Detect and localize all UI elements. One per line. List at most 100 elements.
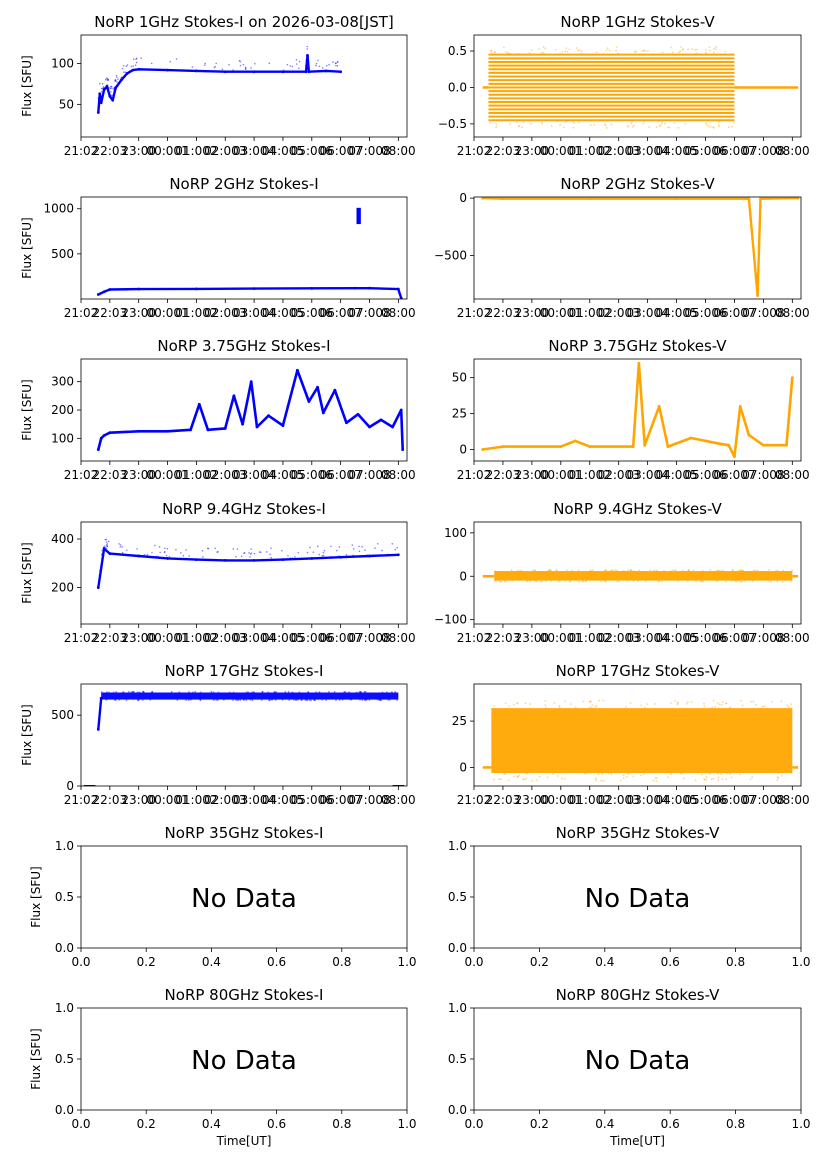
data-point (615, 49, 617, 52)
data-point (646, 50, 649, 53)
data-point (141, 699, 144, 701)
data-point (253, 552, 256, 555)
data-point (185, 557, 187, 560)
data-point (136, 691, 139, 694)
axes-frame (473, 845, 802, 949)
y-tick-label: 100 (444, 526, 467, 540)
data-point (99, 101, 103, 105)
y-tick-label: 0 (459, 191, 467, 205)
data-point (677, 126, 680, 129)
x-tick-label: 07:008 (348, 631, 390, 645)
data-point (298, 691, 301, 694)
data-point (261, 690, 264, 693)
data-point (150, 62, 153, 65)
data-point (104, 546, 106, 549)
data-point (531, 779, 534, 782)
data-point (733, 579, 735, 582)
x-tick-label: 23:00 (515, 306, 550, 320)
data-point (96, 111, 100, 114)
data-point (682, 777, 685, 780)
data-point (102, 86, 105, 88)
panel-title: NoRP 9.4GHz Stokes-V (553, 500, 722, 518)
data-point (761, 705, 764, 708)
data-point (667, 776, 670, 779)
x-tick-label: 1.0 (397, 955, 416, 969)
data-point (595, 779, 597, 781)
data-point (666, 445, 670, 449)
axes-frame (80, 196, 408, 300)
data-point (695, 580, 697, 583)
data-point (313, 698, 316, 701)
data-point (308, 699, 311, 702)
data-point (191, 558, 194, 560)
data-point (105, 698, 108, 701)
data-point (589, 124, 592, 126)
data-point (608, 49, 611, 52)
data-point (297, 551, 300, 554)
data-point (100, 87, 103, 90)
data-point (182, 554, 185, 557)
x-tick-label: 21:02 (457, 306, 492, 320)
data-point (127, 690, 130, 693)
data-series-line (482, 197, 799, 297)
data-point (270, 698, 273, 701)
data-point (616, 569, 618, 572)
data-point (492, 704, 495, 707)
data-point (267, 691, 270, 694)
data-point (564, 579, 567, 582)
x-tick-label: 05:006 (684, 144, 726, 158)
data-point (694, 779, 697, 782)
data-point (396, 699, 398, 701)
data-point (754, 276, 758, 280)
data-point (364, 699, 367, 701)
data-point (717, 772, 720, 775)
data-point (151, 691, 154, 694)
data-point (110, 87, 112, 90)
data-point (204, 64, 206, 66)
x-tick-label: 0.4 (595, 955, 614, 969)
data-point (739, 773, 741, 776)
no-data-label: No Data (191, 884, 297, 914)
data-point (305, 66, 308, 68)
data-point (780, 774, 783, 777)
data-point (97, 97, 100, 100)
data-point (248, 552, 250, 554)
data-point (123, 75, 125, 78)
x-tick-label: 08:00 (775, 306, 810, 320)
y-axis-label: Flux [SFU] (20, 217, 34, 278)
data-point (513, 775, 516, 778)
y-axis-label: Flux [SFU] (29, 1028, 43, 1089)
data-point (565, 120, 568, 122)
data-point (321, 698, 324, 701)
data-point (116, 81, 118, 83)
data-point (122, 691, 124, 693)
data-point (250, 548, 252, 550)
x-tick-label: 01:002 (175, 306, 217, 320)
data-point (517, 52, 520, 55)
data-point (166, 68, 169, 72)
data-point (518, 124, 520, 127)
data-point (654, 703, 657, 705)
data-point (524, 702, 527, 705)
data-point (305, 64, 307, 67)
panel-title: NoRP 17GHz Stokes-I (165, 662, 324, 680)
x-tick-label: 04:005 (262, 468, 304, 482)
data-point (661, 51, 664, 54)
data-point (629, 569, 632, 571)
x-tick-label: 00:001 (540, 144, 582, 158)
data-point (672, 569, 674, 571)
data-point (637, 580, 640, 582)
data-point (281, 70, 285, 74)
data-point (504, 579, 506, 582)
data-point (242, 699, 245, 701)
data-point (739, 569, 742, 572)
data-point (315, 62, 318, 65)
data-point (295, 63, 298, 65)
data-point (235, 555, 237, 558)
x-tick-label: 05:006 (291, 631, 333, 645)
data-point (656, 570, 659, 572)
axes-frame (80, 1007, 408, 1111)
data-point (671, 51, 674, 54)
data-point (535, 779, 538, 782)
